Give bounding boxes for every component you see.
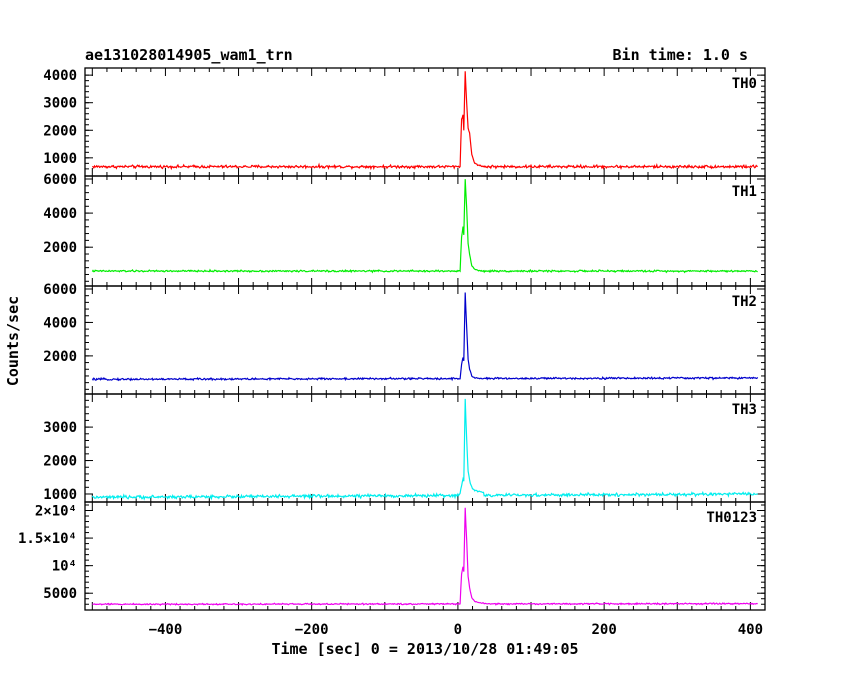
series-line-th1 <box>91 179 758 274</box>
series-line-th3 <box>91 398 758 501</box>
y-tick-label-th0123: 5000 <box>43 586 77 602</box>
panel-frame-th2 <box>84 285 766 395</box>
y-tick-label-th0: 3000 <box>43 96 77 112</box>
y-tick-label-th0123: 10⁴ <box>52 559 77 575</box>
series-line-th0123 <box>92 507 758 607</box>
panel-label-th1: TH1 <box>732 184 757 200</box>
y-tick-label-th3: 1000 <box>43 487 77 503</box>
y-tick-label-th1: 6000 <box>43 172 77 188</box>
y-tick-label-th2: 4000 <box>43 315 77 331</box>
y-tick-label-th3: 3000 <box>43 420 77 436</box>
series-line-th2 <box>91 292 759 382</box>
panel-frame-th0123 <box>84 501 766 611</box>
y-tick-label-th0: 4000 <box>43 68 77 84</box>
x-tick-label: 400 <box>738 622 763 638</box>
chart-title: ae131028014905_wam1_trn <box>85 46 293 64</box>
panel-frame-th0 <box>84 67 766 177</box>
y-tick-label-th0123: 1.5×10⁴ <box>18 531 77 547</box>
x-tick-label: −200 <box>295 622 329 638</box>
panel-label-th2: TH2 <box>732 294 757 310</box>
bin-time-label: Bin time: 1.0 s <box>613 46 748 64</box>
panel-frame-th3 <box>84 393 766 503</box>
y-tick-label-th0: 1000 <box>43 151 77 167</box>
y-tick-label-th0: 2000 <box>43 123 77 139</box>
x-axis-label: Time [sec] 0 = 2013/10/28 01:49:05 <box>271 640 578 658</box>
panel-label-th0123: TH0123 <box>706 510 757 526</box>
series-line-th0 <box>92 71 758 171</box>
x-tick-label: −400 <box>149 622 183 638</box>
y-tick-label-th2: 2000 <box>43 349 77 365</box>
panel-label-th0: TH0 <box>732 76 757 92</box>
panel-label-th3: TH3 <box>732 402 757 418</box>
x-tick-label: 0 <box>454 622 462 638</box>
x-tick-label: 200 <box>591 622 616 638</box>
y-tick-label-th2: 6000 <box>43 282 77 298</box>
panel-frame-th1 <box>84 175 766 287</box>
y-tick-label-th0123: 2×10⁴ <box>35 504 77 520</box>
y-axis-label: Counts/sec <box>4 296 22 386</box>
y-tick-label-th1: 4000 <box>43 206 77 222</box>
y-tick-label-th1: 2000 <box>43 240 77 256</box>
y-tick-label-th3: 2000 <box>43 454 77 470</box>
